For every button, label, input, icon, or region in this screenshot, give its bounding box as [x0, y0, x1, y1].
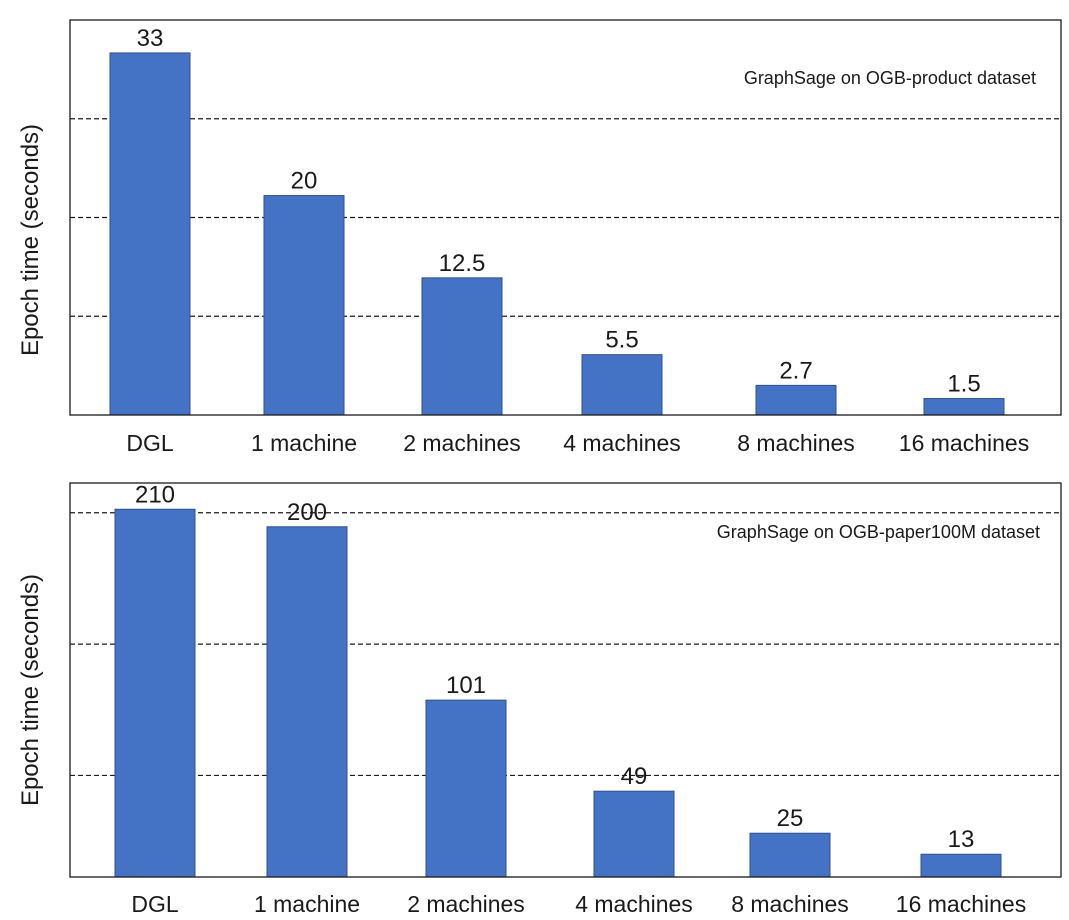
bar-3 [593, 790, 675, 878]
plot-frame [69, 19, 1062, 416]
bar-4 [755, 384, 837, 416]
y-axis-label: Epoch time (seconds) [17, 574, 44, 806]
x-tick-label-5: 16 machines [899, 430, 1029, 456]
value-label-5: 13 [948, 826, 975, 853]
value-labels: 33 20 12.5 5.5 2.7 1.5 [137, 25, 981, 398]
x-tick-label-1: 1 machine [254, 891, 360, 917]
chart-product: 33 20 12.5 5.5 2.7 1.5 DGL 1 machine 2 machines… [17, 19, 1062, 456]
value-label-3: 49 [621, 763, 648, 790]
plot-frame [69, 482, 1062, 878]
value-label-2: 101 [446, 672, 486, 699]
bar-0 [114, 508, 196, 878]
bar-series [114, 508, 1002, 878]
gridlines [70, 118, 1061, 317]
gridlines [70, 512, 1061, 777]
value-labels: 210 200 101 49 25 13 [135, 481, 974, 853]
y-axis-label: Epoch time (seconds) [17, 124, 44, 356]
x-tick-label-4: 8 machines [731, 891, 849, 917]
x-tick-label-5: 16 machines [896, 891, 1026, 917]
chart-paper100m: 210 200 101 49 25 13 DGL 1 machine 2 machines 4 … [17, 481, 1062, 917]
value-label-2: 12.5 [439, 250, 486, 277]
x-tick-labels: DGL 1 machine 2 machines 4 machines 8 machin… [126, 430, 1029, 456]
value-label-4: 2.7 [779, 357, 812, 384]
value-label-5: 1.5 [947, 371, 980, 398]
x-tick-labels: DGL 1 machine 2 machines 4 machines 8 machin… [131, 891, 1026, 917]
bar-2 [425, 699, 507, 878]
value-label-0: 210 [135, 481, 175, 508]
value-label-1: 200 [287, 499, 327, 526]
bar-0 [109, 52, 191, 416]
bar-3 [581, 354, 663, 416]
chart-title: GraphSage on OGB-paper100M dataset [717, 522, 1040, 542]
value-label-3: 5.5 [605, 327, 638, 354]
bar-5 [920, 853, 1002, 878]
x-tick-label-2: 2 machines [407, 891, 525, 917]
value-label-0: 33 [137, 25, 164, 52]
bar-1 [263, 195, 345, 416]
bar-4 [749, 832, 831, 878]
x-tick-label-0: DGL [131, 891, 179, 917]
chart-title: GraphSage on OGB-product dataset [744, 68, 1036, 88]
x-tick-label-3: 4 machines [563, 430, 681, 456]
bar-5 [923, 398, 1005, 416]
value-label-1: 20 [291, 168, 318, 195]
x-tick-label-3: 4 machines [575, 891, 693, 917]
bar-2 [421, 277, 503, 416]
x-tick-label-1: 1 machine [251, 430, 357, 456]
bar-1 [266, 526, 348, 878]
x-tick-label-0: DGL [126, 430, 174, 456]
value-label-4: 25 [777, 805, 804, 832]
bar-series [109, 52, 1005, 416]
x-tick-label-2: 2 machines [403, 430, 521, 456]
x-tick-label-4: 8 machines [737, 430, 855, 456]
